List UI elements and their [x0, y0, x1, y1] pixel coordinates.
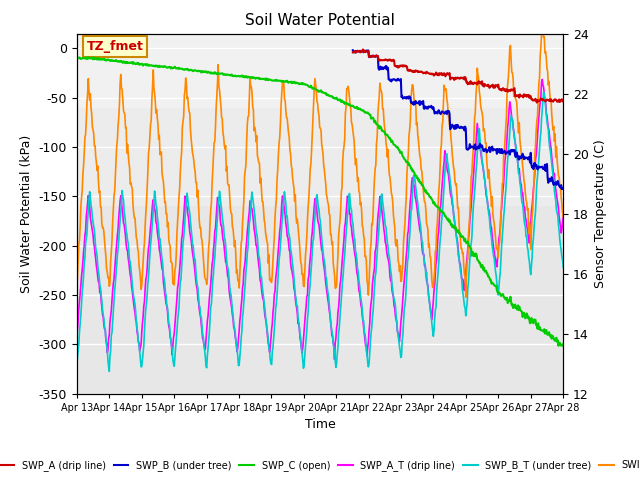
Bar	[77, 206, 563, 394]
Bar	[77, 108, 563, 206]
Text: TZ_fmet: TZ_fmet	[86, 40, 143, 53]
Legend: SWP_A (drip line), SWP_B (under tree), SWP_C (open), SWP_A_T (drip line), SWP_B_: SWP_A (drip line), SWP_B (under tree), S…	[0, 456, 640, 475]
Y-axis label: Soil Water Potential (kPa): Soil Water Potential (kPa)	[20, 134, 33, 293]
X-axis label: Time: Time	[305, 418, 335, 431]
Bar	[77, 34, 563, 108]
Title: Soil Water Potential: Soil Water Potential	[245, 13, 395, 28]
Y-axis label: Sensor Temperature (C): Sensor Temperature (C)	[595, 139, 607, 288]
